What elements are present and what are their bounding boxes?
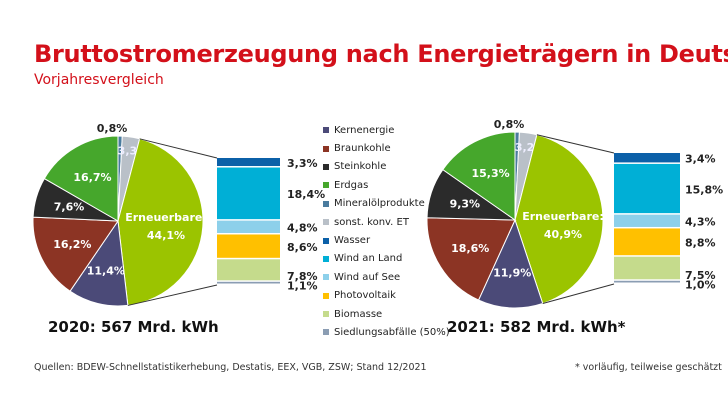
legend-label: Wasser: [334, 235, 371, 247]
bar-label: 3,3%: [287, 157, 318, 170]
pie-label: 11,4%: [87, 265, 125, 278]
legend-item: Erdgas: [323, 176, 450, 194]
legend-item: sonst. konv. ET: [323, 213, 450, 231]
legend-label: Braunkohle: [334, 143, 391, 155]
pie-label: 7,6%: [54, 201, 85, 214]
bar-label: 15,8%: [685, 183, 723, 196]
pie-label: 18,6%: [451, 242, 489, 255]
legend-label: Wind auf See: [334, 271, 401, 283]
legend-label: Erdgas: [334, 179, 369, 191]
bar-segment-wind-an-land: [614, 163, 680, 214]
footnote: * vorläufig, teilweise geschätzt: [575, 362, 722, 373]
legend-swatch: [323, 255, 329, 262]
pie-label-value: 40,9%: [544, 228, 582, 241]
legend-item: Wind an Land: [323, 250, 450, 268]
connector-line-bottom: [542, 283, 615, 305]
bar-label: 3,4%: [685, 152, 716, 165]
legend-swatch: [323, 274, 329, 281]
pie-slice-braunkohle: [32, 216, 119, 292]
bar-segment-wasser: [614, 153, 680, 163]
legend-swatch: [323, 237, 329, 244]
pie-slice-erneuerbare: [514, 134, 604, 305]
pie-label: 0,8%: [97, 122, 128, 135]
bar-label: 8,6%: [287, 241, 318, 254]
legend-swatch: [323, 182, 329, 189]
bar-label: 1,1%: [287, 279, 318, 292]
pie-slice-braunkohle: [426, 217, 516, 301]
legend-item: Wasser: [323, 231, 450, 249]
legend-item: Biomasse: [323, 305, 450, 323]
bar-label: 8,8%: [685, 237, 716, 250]
bar-segment-wind-auf-see: [217, 220, 280, 233]
pie-slice-kernenergie: [477, 218, 544, 309]
pie-label: 0,8%: [494, 118, 525, 131]
pie-label: 9,3%: [450, 198, 481, 211]
legend-label: Siedlungsabfälle (50%): [334, 326, 450, 338]
bar-segment-wasser: [217, 158, 280, 167]
legend-swatch: [323, 163, 329, 170]
bar-segment-wind-auf-see: [614, 214, 680, 227]
page-title: Bruttostromerzeugung nach Energieträgern…: [34, 40, 728, 68]
legend-label: Steinkohle: [334, 161, 387, 173]
legend-swatch: [323, 219, 329, 226]
caption-2021: 2021: 582 Mrd. kWh*: [447, 318, 626, 336]
pie-label: 11,9%: [493, 267, 531, 280]
legend-swatch: [323, 145, 329, 152]
legend-item: Siedlungsabfälle (50%): [323, 323, 450, 341]
pie-label: 15,3%: [472, 167, 510, 180]
page-subtitle: Vorjahresvergleich: [34, 72, 164, 88]
caption-2020: 2020: 567 Mrd. kWh: [48, 318, 219, 336]
bar-label: 4,3%: [685, 216, 716, 229]
bar-segment-photovoltaik: [217, 234, 280, 258]
pie-slice-erneuerbare: [117, 138, 204, 306]
legend-item: Steinkohle: [323, 158, 450, 176]
legend-swatch: [323, 127, 329, 134]
connector-line-top: [536, 134, 615, 154]
pie-label: Erneuerbare:: [125, 211, 207, 224]
pie-label-value: 44,1%: [147, 229, 185, 242]
legend-label: Biomasse: [334, 308, 383, 320]
legend-item: Braunkohle: [323, 139, 450, 157]
legend-swatch: [323, 329, 329, 336]
bar-label: 18,4%: [287, 188, 325, 201]
legend-item: Mineralölprodukte: [323, 195, 450, 213]
bar-label: 7,5%: [685, 269, 716, 282]
bar-segment-biomasse: [217, 259, 280, 281]
connector-line-top: [139, 138, 218, 159]
bar-segment-siedlungsabf-lle-: [614, 280, 680, 283]
legend-item: Wind auf See: [323, 268, 450, 286]
legend-label: Mineralölprodukte: [334, 198, 425, 210]
legend-swatch: [323, 200, 329, 207]
pie-slice-erdgas: [442, 131, 516, 221]
bar-label: 1,0%: [685, 278, 716, 291]
legend-label: Wind an Land: [334, 253, 403, 265]
pie-label: 16,7%: [73, 171, 111, 184]
connector-line-bottom: [127, 284, 218, 306]
legend-item: Kernenergie: [323, 121, 450, 139]
legend-label: Kernenergie: [334, 124, 395, 136]
bar-segment-photovoltaik: [614, 228, 680, 256]
legend: Kernenergie Braunkohle Steinkohle Erdgas Min…: [323, 121, 450, 342]
legend-swatch: [323, 292, 329, 299]
pie-label: 16,2%: [53, 238, 91, 251]
pie-slice-erdgas: [43, 135, 119, 222]
bar-label: 4,8%: [287, 222, 318, 235]
bar-segment-biomasse: [614, 256, 680, 280]
pie-label: Erneuerbare:: [522, 210, 604, 223]
bar-segment-siedlungsabf-lle-: [217, 281, 280, 284]
legend-label: Photovoltaik: [334, 290, 396, 302]
legend-swatch: [323, 311, 329, 318]
sources-text: Quellen: BDEW-Schnellstatistikerhebung, …: [34, 362, 427, 373]
bar-label: 7,8%: [287, 270, 318, 283]
legend-item: Photovoltaik: [323, 287, 450, 305]
bar-segment-wind-an-land: [217, 167, 280, 220]
legend-label: sonst. konv. ET: [334, 216, 409, 228]
